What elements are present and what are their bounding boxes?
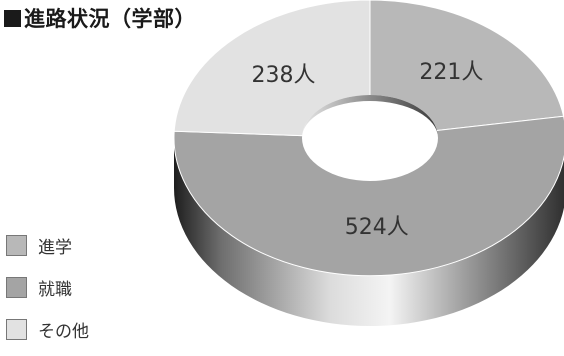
legend-item-1: 就職 <box>6 272 89 302</box>
slice-labels: 221人 524人 238人 <box>252 60 484 240</box>
slice-1 <box>173 115 564 277</box>
slice-2 <box>173 0 371 139</box>
chart-title-text: 進路状況（学部） <box>24 7 196 31</box>
slice-0 <box>369 0 564 139</box>
slice-label-2: 238人 <box>252 63 316 88</box>
slice-label-0: 221人 <box>419 60 483 85</box>
title-square-icon <box>4 10 21 27</box>
slice-label-1: 524人 <box>345 215 409 240</box>
chart-title: 進路状況（学部） <box>4 4 196 34</box>
legend-label-0: 進学 <box>38 237 72 258</box>
legend-swatch-0 <box>6 234 27 256</box>
donut-slices <box>173 0 564 277</box>
donut-hole <box>302 95 438 181</box>
donut-hole-wall <box>302 95 438 138</box>
donut-chart: 221人 524人 238人 <box>173 0 564 326</box>
donut-side-band <box>174 138 564 326</box>
legend-item-0: 進学 <box>6 230 89 260</box>
legend-swatch-1 <box>6 276 27 298</box>
legend-label-1: 就職 <box>38 279 72 300</box>
